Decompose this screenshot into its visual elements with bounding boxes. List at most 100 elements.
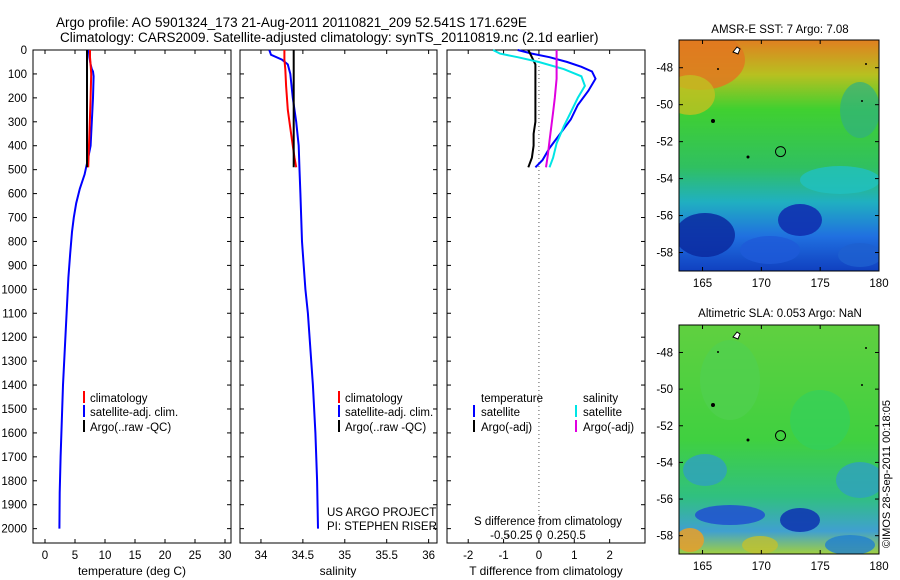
- y-tick-label: -50: [656, 384, 673, 396]
- x-tick-label: 34: [255, 550, 268, 562]
- sla-low-patch: [825, 535, 875, 555]
- x-tick-label: 0: [42, 550, 48, 562]
- x-tick-label: 35: [338, 550, 351, 562]
- project-annotation: US ARGO PROJECT: [327, 507, 436, 519]
- y-tick-label: -48: [656, 347, 673, 359]
- island-marker: [711, 403, 715, 407]
- y-tick-label: 1600: [1, 428, 27, 440]
- x-tick-label: 1: [571, 550, 577, 562]
- sst-cold-patch: [740, 236, 800, 264]
- y-tick-label: 200: [8, 93, 27, 105]
- y-tick-label: 1200: [1, 332, 27, 344]
- salinity-axes: [240, 50, 437, 543]
- x-tick-label: 165: [693, 561, 712, 573]
- y-tick-label: 100: [8, 69, 27, 81]
- x-tick-label: 30: [219, 550, 232, 562]
- island-marker: [861, 384, 863, 386]
- y-tick-label: 1300: [1, 356, 27, 368]
- y-tick-label: -56: [656, 211, 673, 223]
- pi-annotation: PI: STEPHEN RISER: [327, 521, 437, 533]
- y-tick-label: 1700: [1, 452, 27, 464]
- island-marker: [747, 439, 750, 442]
- salinity-xlabel: salinity: [320, 564, 357, 578]
- sst-mid-patch: [840, 82, 880, 138]
- y-tick-label: -52: [656, 421, 673, 433]
- legend-label-t-satellite: satellite: [481, 407, 520, 419]
- y-tick-label: -50: [656, 100, 673, 112]
- island-marker: [717, 351, 719, 353]
- x-tick-label: 180: [869, 561, 888, 573]
- s-tick-label: 0.5: [570, 530, 586, 542]
- y-tick-label: 400: [8, 141, 27, 153]
- temperature-xlabel: temperature (deg C): [78, 564, 186, 578]
- sst-cold-patch: [778, 204, 822, 236]
- y-tick-label: 1100: [2, 308, 27, 320]
- legend-label-climatology: climatology: [90, 393, 148, 405]
- legend-label-climatology: climatology: [345, 393, 403, 405]
- difference-axes: [447, 50, 645, 543]
- x-tick-label: 180: [869, 278, 888, 290]
- y-tick-label: 0: [21, 45, 27, 57]
- temperature-panel: 0100200300400500600700800900100011001200…: [1, 45, 231, 578]
- legend-title-salinity: salinity: [583, 393, 618, 405]
- t-difference-xlabel: T difference from climatology: [469, 564, 623, 578]
- sla-map: Altimetric SLA: 0.053 Argo: NaN 165 170 17…: [656, 308, 888, 573]
- y-tick-label: 600: [8, 189, 27, 201]
- x-tick-label: 36: [422, 550, 435, 562]
- sla-low-patch: [695, 505, 765, 525]
- x-tick-label: 35.5: [376, 550, 398, 562]
- x-tick-label: 175: [811, 278, 830, 290]
- sla-patch: [836, 462, 884, 498]
- sla-map-title: Altimetric SLA: 0.053 Argo: NaN: [698, 308, 862, 320]
- sst-cool-patch: [800, 166, 880, 194]
- y-tick-label: 1000: [1, 284, 27, 296]
- temperature-axes: [33, 50, 231, 543]
- y-tick-label: 2000: [1, 524, 27, 536]
- sla-patch: [700, 340, 760, 420]
- s-tick-label: 0.25: [547, 530, 569, 542]
- legend-label-satellite: satellite-adj. clim.: [345, 407, 433, 419]
- y-tick-label: -58: [656, 531, 673, 543]
- x-tick-label: 25: [189, 550, 202, 562]
- island-marker: [747, 156, 750, 159]
- sla-low-patch: [780, 508, 820, 532]
- sst-cold-patch: [675, 213, 735, 257]
- y-tick-label: 900: [8, 260, 27, 272]
- difference-panel: -2 -1 0 1 2 -0.5-0.25 0 0.25 0.5 T difference fr…: [447, 50, 645, 578]
- x-tick-label: 2: [606, 550, 612, 562]
- y-tick-label: 1500: [1, 404, 27, 416]
- island-marker: [717, 68, 719, 70]
- salinity-panel: 34 34.5 35 35.5 36 salinity climatology sate…: [240, 50, 437, 578]
- x-tick-label: 5: [72, 550, 78, 562]
- island-marker: [865, 347, 867, 349]
- y-tick-label: 700: [8, 213, 27, 225]
- x-tick-label: -2: [463, 550, 473, 562]
- title-line2: Climatology: CARS2009. Satellite-adjuste…: [60, 30, 599, 45]
- sla-high-patch: [676, 528, 704, 552]
- s-difference-label: S difference from climatology: [474, 516, 622, 528]
- y-tick-label: -54: [656, 457, 673, 469]
- sst-map: AMSR-E SST: 7 Argo: 7.08 165 170 175 180 -48…: [655, 24, 889, 290]
- x-tick-label: 15: [129, 550, 142, 562]
- y-tick-label: -56: [656, 494, 673, 506]
- legend-label-s-satellite: satellite: [583, 407, 622, 419]
- x-tick-label: 0: [536, 550, 542, 562]
- legend-label-s-argo: Argo(-adj): [583, 422, 634, 434]
- y-tick-label: -48: [656, 63, 673, 75]
- x-tick-label: 10: [99, 550, 112, 562]
- imos-watermark: ©IMOS 28-Sep-2011 00:18:05: [881, 400, 893, 548]
- s-tick-label: -0.25: [506, 530, 532, 542]
- island-marker: [861, 100, 863, 102]
- y-tick-label: -58: [656, 248, 673, 260]
- legend-label-satellite: satellite-adj. clim.: [90, 407, 178, 419]
- y-tick-label: -52: [656, 137, 673, 149]
- figure-canvas: Argo profile: AO 5901324_173 21-Aug-2011…: [0, 0, 900, 580]
- y-tick-label: 1900: [1, 500, 27, 512]
- legend-title-temperature: temperature: [481, 393, 543, 405]
- x-tick-label: 165: [693, 278, 712, 290]
- x-tick-label: -1: [498, 550, 508, 562]
- x-tick-label: 34.5: [292, 550, 314, 562]
- x-tick-label: 170: [752, 278, 771, 290]
- x-tick-label: 175: [811, 561, 830, 573]
- y-tick-label: 300: [8, 117, 27, 129]
